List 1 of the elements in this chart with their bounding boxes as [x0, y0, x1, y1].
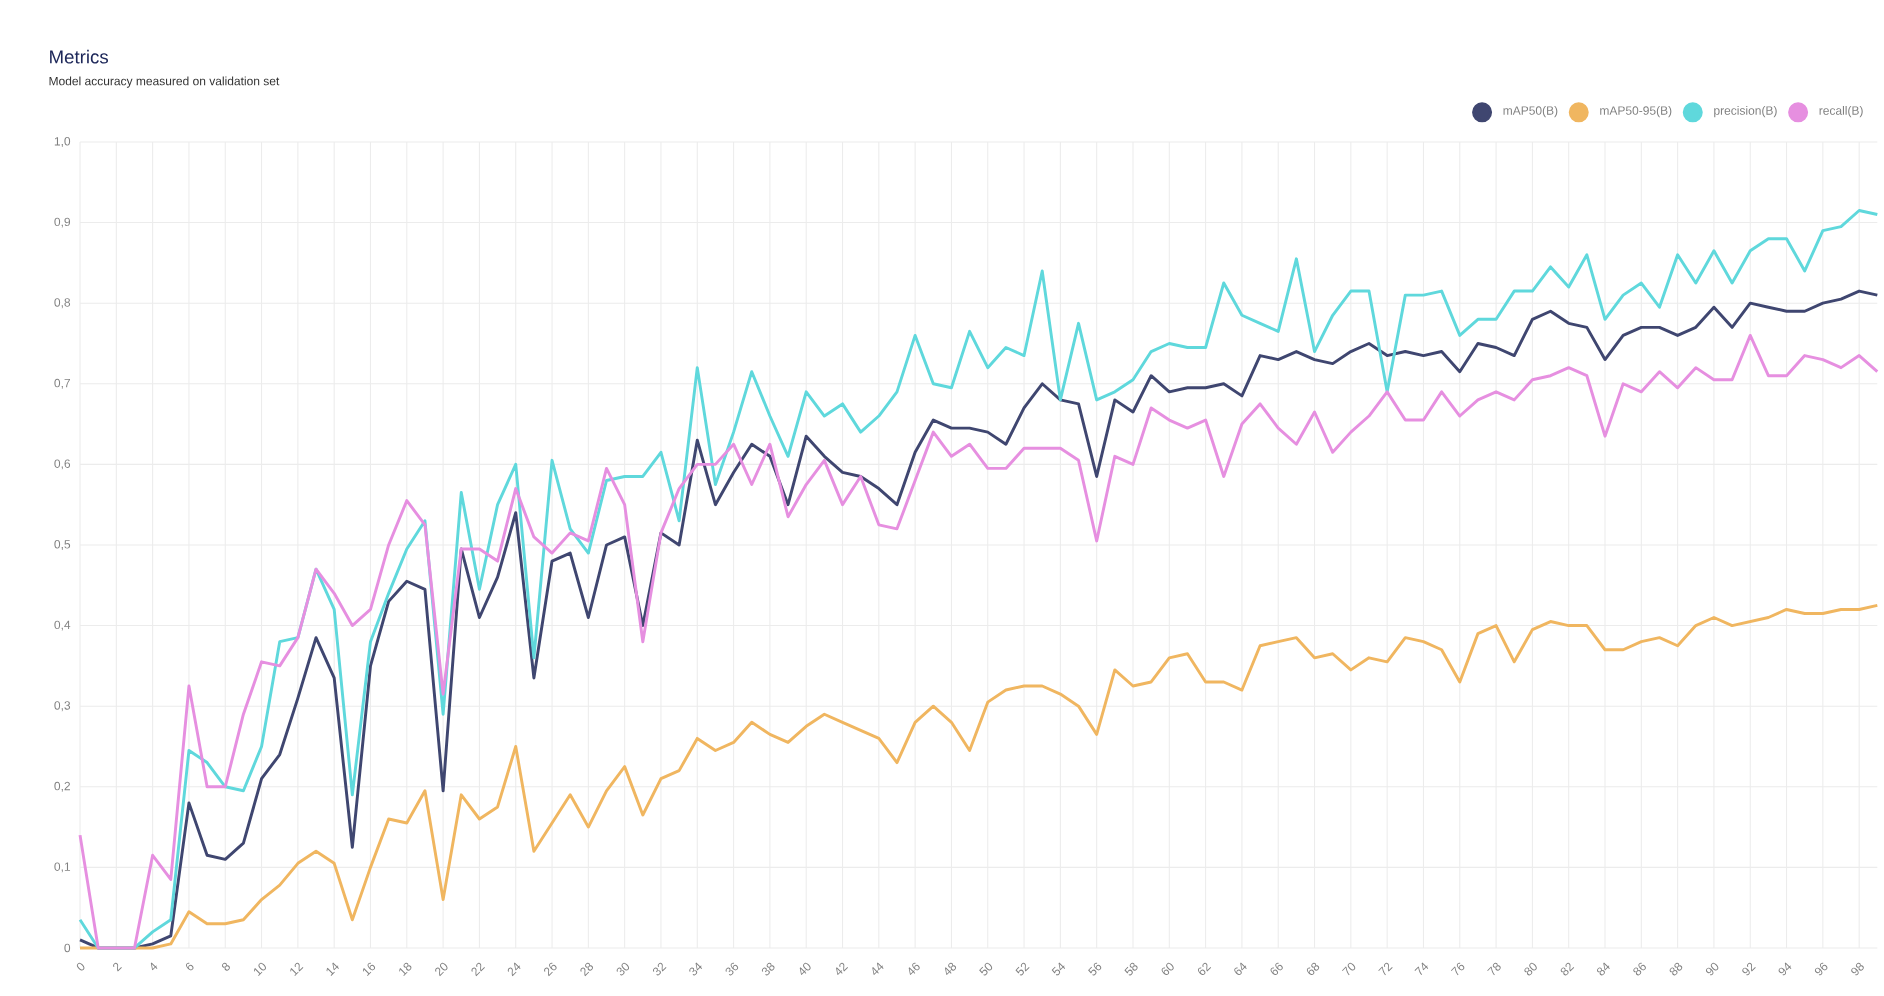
- chart-title: Metrics: [50, 49, 109, 64]
